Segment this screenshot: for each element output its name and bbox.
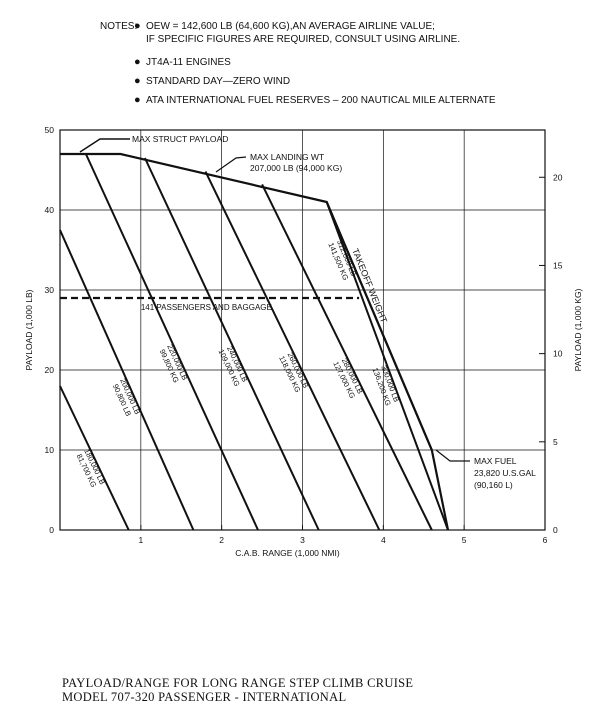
max-landing-label: 207,000 LB (94,000 KG): [250, 163, 342, 173]
note-row: ● ATA INTERNATIONAL FUEL RESERVES – 200 …: [100, 94, 570, 107]
note-text: OEW = 142,600 LB (64,600 KG),AN AVERAGE …: [146, 20, 570, 46]
x-tick-label: 1: [138, 535, 143, 545]
takeoff-weight-line: [325, 201, 433, 451]
y-axis-label: PAYLOAD (1,000 LB): [24, 289, 34, 370]
note-row: NOTES: ● OEW = 142,600 LB (64,600 KG),AN…: [100, 20, 570, 46]
takeoff-weight-line: [59, 385, 130, 531]
max-struct-payload-leader: [79, 138, 130, 153]
takeoff-weight-line: [59, 229, 195, 531]
max-struct-payload-label: MAX STRUCT PAYLOAD: [132, 134, 228, 144]
y2-axis-label: PAYLOAD (1,000 KG): [573, 288, 583, 371]
caption-line: PAYLOAD/RANGE FOR LONG RANGE STEP CLIMB …: [62, 676, 414, 690]
y-tick-label: 10: [45, 445, 55, 455]
max-fuel-leader: [435, 449, 470, 462]
x-tick-label: 3: [300, 535, 305, 545]
y-tick-label: 20: [45, 365, 55, 375]
bullet-icon: ●: [134, 56, 141, 68]
y2-tick-label: 10: [553, 349, 563, 359]
caption: PAYLOAD/RANGE FOR LONG RANGE STEP CLIMB …: [62, 676, 413, 704]
y2-tick-label: 20: [553, 172, 563, 182]
takeoff-weight-line: [143, 157, 320, 531]
x-tick-label: 5: [462, 535, 467, 545]
note-line: IF SPECIFIC FIGURES ARE REQUIRED, CONSUL…: [146, 34, 461, 45]
takeoff-weight-line: [325, 201, 449, 531]
takeoff-weight-line: [261, 183, 433, 531]
max-landing-label: MAX LANDING WT: [250, 152, 324, 162]
max-fuel-label: 23,820 U.S.GAL: [474, 468, 536, 478]
notes-label: NOTES:: [100, 21, 138, 32]
note-line: ATA INTERNATIONAL FUEL RESERVES – 200 NA…: [146, 95, 496, 106]
caption-line: MODEL 707-320 PASSENGER - INTERNATIONAL: [62, 690, 347, 704]
y-tick-label: 40: [45, 205, 55, 215]
notes-block: NOTES: ● OEW = 142,600 LB (64,600 KG),AN…: [100, 20, 570, 113]
note-line: STANDARD DAY—ZERO WIND: [146, 76, 291, 87]
max-landing-leader: [215, 156, 247, 173]
passenger-line-label: 141 PASSENGERS AND BAGGAGE: [141, 303, 272, 312]
bullet-icon: ●: [134, 94, 141, 106]
max-fuel-label: MAX FUEL: [474, 456, 517, 466]
note-row: ● STANDARD DAY—ZERO WIND: [100, 75, 570, 88]
y2-tick-label: 5: [553, 437, 558, 447]
takeoff-weight-line: [204, 171, 381, 531]
bullet-icon: ●: [134, 20, 141, 32]
max-fuel-label: (90,160 L): [474, 480, 513, 490]
bullet-icon: ●: [134, 75, 141, 87]
takeoff-weight-line: [84, 153, 259, 531]
note-row: ● JT4A-11 ENGINES: [100, 56, 570, 69]
note-line: OEW = 142,600 LB (64,600 KG),AN AVERAGE …: [146, 21, 435, 32]
y-tick-label: 50: [45, 125, 55, 135]
y2-tick-label: 15: [553, 260, 563, 270]
x-axis-label: C.A.B. RANGE (1,000 NMI): [235, 548, 340, 558]
x-tick-label: 2: [219, 535, 224, 545]
y2-tick-label: 0: [553, 525, 558, 535]
x-tick-label: 4: [381, 535, 386, 545]
x-tick-label: 6: [543, 535, 548, 545]
y-tick-label: 0: [49, 525, 54, 535]
note-line: JT4A-11 ENGINES: [146, 57, 231, 68]
payload-range-envelope: [60, 152, 450, 531]
y-tick-label: 30: [45, 285, 55, 295]
